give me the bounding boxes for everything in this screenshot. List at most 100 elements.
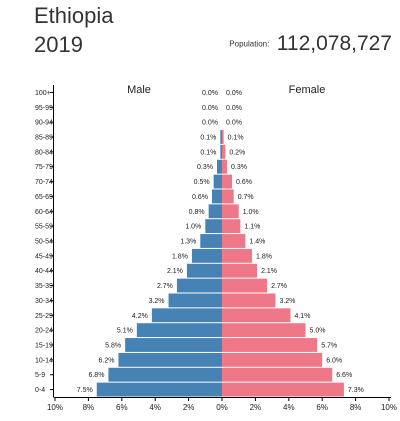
x-tick-label: 6% [116,403,128,412]
male-value-label: 0.3% [197,164,213,171]
male-value-label: 1.8% [172,253,188,260]
age-group-label: 50-54 [35,239,53,246]
population-label: Population: [229,39,270,49]
male-value-label: 0.6% [192,194,208,201]
female-value-label: 0.0% [226,120,242,127]
x-tick-label: 2% [183,403,195,412]
age-group-label: 5-9 [35,372,45,379]
male-bar-55-59 [205,219,222,234]
x-tick-label: 4% [149,403,161,412]
male-value-label: 2.1% [167,268,183,275]
population-value: 112,078,727 [276,32,392,55]
female-value-label: 1.1% [244,224,260,231]
female-bar-35-39 [222,278,268,293]
male-bar-80-84 [220,144,222,159]
male-bar-5-9 [108,367,222,382]
x-tick-label: 8% [350,403,362,412]
female-value-label: 6.6% [336,372,352,379]
female-value-label: 2.7% [271,283,287,290]
male-value-label: 0.1% [200,149,216,156]
male-value-label: 0.8% [189,209,205,216]
male-value-label: 2.7% [157,283,173,290]
x-tick-label: 6% [316,403,328,412]
male-value-label: 0.0% [202,90,218,97]
male-value-label: 0.1% [200,135,216,142]
male-value-label: 0.0% [202,120,218,127]
female-value-label: 3.2% [279,298,295,305]
female-bar-30-34 [222,293,276,308]
x-tick-label: 0% [216,403,228,412]
female-value-label: 0.1% [228,135,244,142]
age-group-label: 45-49 [35,253,53,260]
female-value-label: 2.1% [261,268,277,275]
female-bar-25-29 [222,308,291,323]
female-bar-75-79 [222,159,228,174]
male-bar-60-64 [208,204,222,219]
age-group-label: 35-39 [35,283,53,290]
female-value-label: 0.7% [238,194,254,201]
female-bar-5-9 [222,367,333,382]
male-bar-20-24 [136,323,222,338]
x-tick-label: 2% [250,403,262,412]
age-group-label: 60-64 [35,209,53,216]
female-value-label: 7.3% [348,387,364,394]
age-group-label: 80-84 [35,149,53,156]
age-group-label: 40-44 [35,268,53,275]
male-bar-25-29 [151,308,222,323]
female-bar-85-89 [222,130,224,144]
female-bar-65-69 [222,189,234,204]
male-value-label: 5.1% [117,328,133,335]
female-value-label: 0.0% [226,90,242,97]
age-group-label: 20-24 [35,328,53,335]
male-bar-10-14 [118,352,222,367]
female-bar-40-44 [222,263,258,278]
age-group-label: 85-89 [35,135,53,142]
female-value-label: 6.0% [326,357,342,364]
female-value-label: 0.2% [229,149,245,156]
female-bar-10-14 [222,352,323,367]
female-value-label: 1.0% [243,209,259,216]
female-bar-45-49 [222,248,253,263]
male-bar-35-39 [176,278,222,293]
male-value-label: 0.0% [202,105,218,112]
age-group-label: 95-99 [35,105,53,112]
male-bar-0-4 [96,382,222,397]
female-bar-15-19 [222,338,318,352]
x-tick-label: 8% [83,403,95,412]
male-value-label: 3.2% [149,298,165,305]
male-bar-50-54 [200,234,222,248]
male-bar-15-19 [125,338,222,352]
age-group-label: 75-79 [35,164,53,171]
male-bar-65-69 [211,189,222,204]
female-bar-50-54 [222,234,246,248]
age-group-label: 90-94 [35,120,53,127]
male-value-label: 4.2% [132,313,148,320]
female-value-label: 4.1% [294,313,310,320]
female-value-label: 1.4% [249,239,265,246]
female-value-label: 5.7% [321,343,337,350]
female-bar-55-59 [222,219,241,234]
age-group-label: 55-59 [35,224,53,231]
male-bar-70-74 [213,174,222,189]
age-group-label: 70-74 [35,179,53,186]
population-readout: Population: 112,078,727 [229,32,392,56]
age-group-label: 0-4 [35,387,45,394]
female-series-label: Female [289,84,326,96]
male-value-label: 1.3% [180,239,196,246]
male-bar-40-44 [186,263,222,278]
country-name: Ethiopia [34,3,114,28]
male-series-label: Male [127,84,151,96]
male-value-label: 6.2% [98,357,114,364]
male-bar-45-49 [191,248,222,263]
female-value-label: 0.3% [231,164,247,171]
male-value-label: 1.0% [185,224,201,231]
female-value-label: 5.0% [310,328,326,335]
female-value-label: 0.6% [236,179,252,186]
female-bar-60-64 [222,204,239,219]
x-tick-label: 4% [283,403,295,412]
male-value-label: 5.8% [105,343,121,350]
female-value-label: 0.0% [226,105,242,112]
age-group-label: 10-14 [35,357,53,364]
age-group-label: 25-29 [35,313,53,320]
female-bar-80-84 [222,144,226,159]
